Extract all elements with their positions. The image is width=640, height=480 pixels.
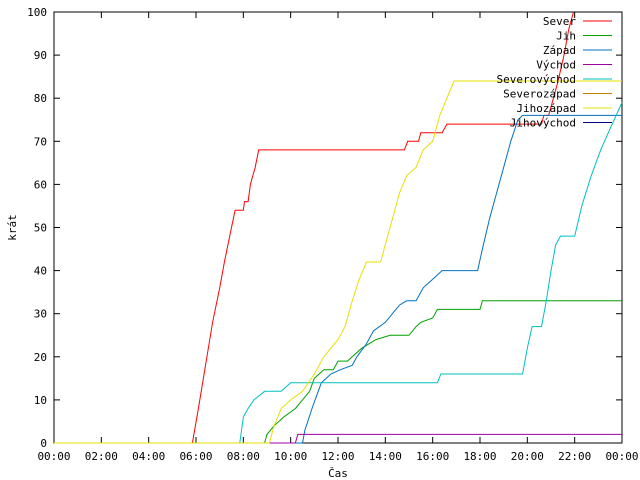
series-lines	[54, 11, 623, 444]
y-tick-label: 70	[34, 135, 47, 148]
y-tick-label: 80	[34, 92, 47, 105]
legend-label: Severovýchod	[497, 73, 576, 86]
x-tick-label: 20:00	[511, 450, 544, 463]
x-tick-label: 00:00	[37, 450, 70, 463]
legend-label: Jih	[556, 30, 576, 43]
axis-ticks	[53, 11, 623, 444]
legend-label: Severozápad	[503, 88, 576, 101]
legend-label: Jihozápad	[516, 102, 576, 115]
y-tick-label: 20	[34, 351, 47, 364]
series-line-západ	[54, 114, 622, 444]
x-tick-label: 14:00	[369, 450, 402, 463]
axis-tick-labels: 0 10 20 30 40 50 60 70 80 90 100 00:00 02:00 04:00 06:…	[27, 6, 638, 463]
y-tick-label: 40	[34, 265, 47, 278]
y-tick-label: 50	[34, 222, 47, 235]
y-tick-label: 0	[40, 437, 47, 450]
series-line-severovýchod	[54, 102, 623, 444]
x-tick-label: 02:00	[85, 450, 118, 463]
series-line-jih	[54, 300, 622, 444]
x-tick-label: 22:00	[558, 450, 591, 463]
y-tick-label: 60	[34, 178, 47, 191]
x-tick-label: 10:00	[274, 450, 307, 463]
y-tick-label: 10	[34, 394, 47, 407]
x-tick-label: 00:00	[605, 450, 638, 463]
series-line-sever	[54, 11, 574, 444]
x-tick-label: 18:00	[463, 450, 496, 463]
x-tick-label: 06:00	[179, 450, 212, 463]
y-tick-label: 90	[34, 49, 47, 62]
series-line-jihozápad	[54, 80, 622, 444]
legend-label: Sever	[543, 15, 576, 28]
y-tick-label: 100	[27, 6, 47, 19]
y-axis-label: krát	[6, 214, 19, 241]
legend-label: Východ	[536, 59, 576, 72]
x-tick-label: 16:00	[416, 450, 449, 463]
y-tick-label: 30	[34, 308, 47, 321]
legend-label: Západ	[543, 44, 576, 57]
x-tick-label: 04:00	[132, 450, 165, 463]
x-tick-label: 08:00	[227, 450, 260, 463]
legend-label: Jihovýchod	[510, 117, 576, 130]
x-tick-label: 12:00	[321, 450, 354, 463]
x-axis-label: Čas	[328, 467, 348, 480]
